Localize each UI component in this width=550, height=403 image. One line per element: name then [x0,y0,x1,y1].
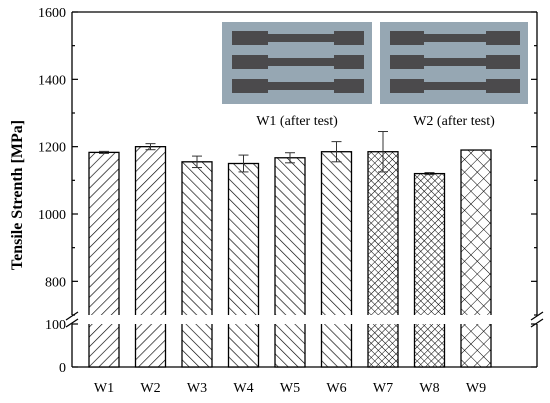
y-tick-label: 1200 [38,141,66,156]
x-tick-label: W5 [280,381,300,396]
bar-w9 [460,149,492,368]
y-tick-label: 100 [45,318,66,333]
bar-w5 [274,157,306,368]
error-bar-w7 [378,131,388,173]
x-ticks-layer: W1 W2 W3 W4 W5 W6 W7 W8 W9 [94,381,486,396]
bar-w3 [181,161,213,368]
y-tick-label: 800 [45,275,66,290]
inset-photo-w1: W1 (after test) [222,22,372,129]
y-tick-0: 0 [59,361,537,376]
axis-break-gap [73,315,536,324]
inset-caption-w2: W2 (after test) [413,114,495,129]
error-bar-w1 [99,150,109,154]
error-bar-w8 [424,172,435,176]
bar-w4 [227,162,260,368]
y-tick-800: 800 [45,275,537,290]
bars-layer [88,146,492,368]
specimen-w2-top [390,31,520,45]
x-tick-label: W6 [326,381,346,396]
y-tick-label: 0 [59,361,66,376]
y-tick-1200: 1200 [38,141,537,156]
x-tick-label: W2 [140,381,160,396]
specimen-w2-middle [390,55,520,69]
error-bar-w4 [238,154,249,173]
bar-w8 [413,172,446,368]
specimen-w1-top [232,31,364,45]
y-tick-label: 1000 [38,208,66,223]
bar-w6 [320,151,353,368]
y-tick-1000: 1000 [38,208,537,223]
x-tick-label: W4 [233,381,253,396]
error-bar-w3 [192,155,202,169]
specimen-w1-middle [232,55,364,69]
bar-w2 [134,146,167,368]
bar-w1 [88,151,120,368]
x-tick-label: W3 [187,381,207,396]
y-ticks-layer: 800 1000 1200 1400 1600 0 100 [38,6,537,376]
axis-break-markers [65,311,544,328]
error-bar-w2 [145,143,156,151]
specimen-w2-bottom [390,79,520,93]
x-tick-label: W7 [373,381,393,396]
y-tick-label: 1600 [38,6,66,21]
x-tick-label: W1 [94,381,114,396]
y-tick-100: 100 [45,318,537,333]
inset-photo-w2: W2 (after test) [380,22,528,129]
y-tick-1600: 1600 [38,6,537,21]
bar-w7 [367,151,399,368]
y-axis-label: Tensile Strenth [MPa] [9,120,26,270]
inset-caption-w1: W1 (after test) [256,114,338,129]
y-tick-1400: 1400 [38,73,537,88]
error-bar-w6 [331,141,342,163]
error-bar-w5 [285,152,295,164]
specimen-w1-bottom [232,79,364,93]
y-tick-label: 1400 [38,73,66,88]
x-tick-label: W9 [466,381,486,396]
error-bars-layer [99,131,435,176]
x-tick-label: W8 [419,381,439,396]
